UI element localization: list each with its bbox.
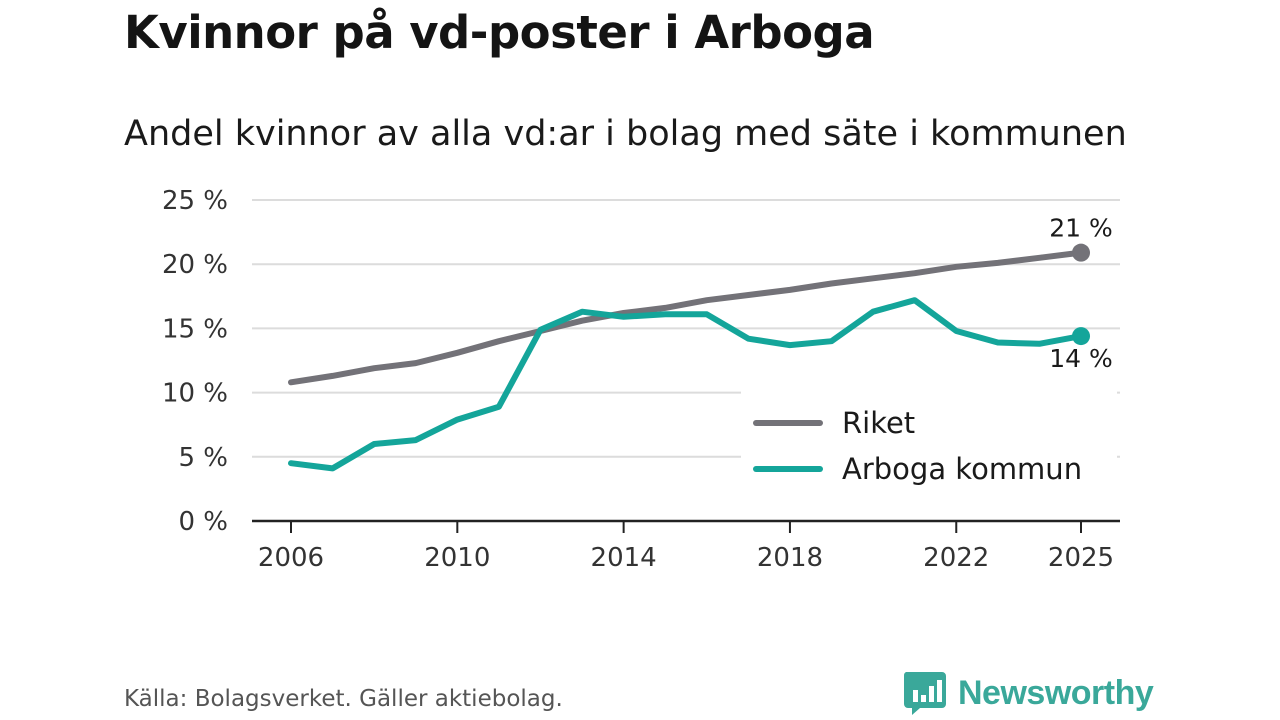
source-note: Källa: Bolagsverket. Gäller aktiebolag.: [124, 686, 563, 712]
newsworthy-logo[interactable]: Newsworthy: [902, 670, 1154, 716]
legend-background: [741, 387, 1117, 433]
legend-label: Riket: [842, 406, 915, 440]
series-line-riket: [288, 249, 1084, 386]
legend-label: Arboga kommun: [842, 452, 1082, 486]
series-end-point-riket: [1072, 243, 1090, 262]
x-tick-label: 2022: [923, 543, 989, 573]
x-tick-label: 2006: [258, 543, 324, 573]
series-end-point-arboga-kommun: [1072, 327, 1090, 346]
series-line-arboga-kommun: [288, 297, 1084, 472]
y-tick-label: 5 %: [178, 443, 228, 473]
y-tick-label: 0 %: [178, 507, 228, 537]
brand-name: Newsworthy: [958, 673, 1154, 712]
y-tick-label: 15 %: [162, 314, 228, 344]
y-tick-label: 20 %: [162, 250, 228, 280]
x-tick-label: 2014: [591, 543, 657, 573]
chart-subtitle: Andel kvinnor av alla vd:ar i bolag med …: [124, 114, 1127, 154]
bar-chart-logo-icon: [903, 672, 946, 715]
x-tick-label: 2025: [1048, 543, 1114, 573]
legend: Riket Arboga kommun: [741, 387, 1117, 486]
series-end-label: 14 %: [1049, 344, 1113, 373]
series-end-label: 21 %: [1049, 214, 1113, 243]
chart-title: Kvinnor på vd-poster i Arboga: [124, 6, 875, 59]
x-tick-label: 2018: [757, 543, 823, 573]
y-tick-label: 25 %: [162, 186, 228, 216]
x-tick-label: 2010: [424, 543, 490, 573]
axis-layer: 0 % 5 % 10 % 15 % 20 % 25 % 2006 2010 2014 2018 20…: [162, 186, 1120, 573]
y-tick-label: 10 %: [162, 379, 228, 409]
series-layer: 21 % 14 %: [288, 214, 1113, 472]
